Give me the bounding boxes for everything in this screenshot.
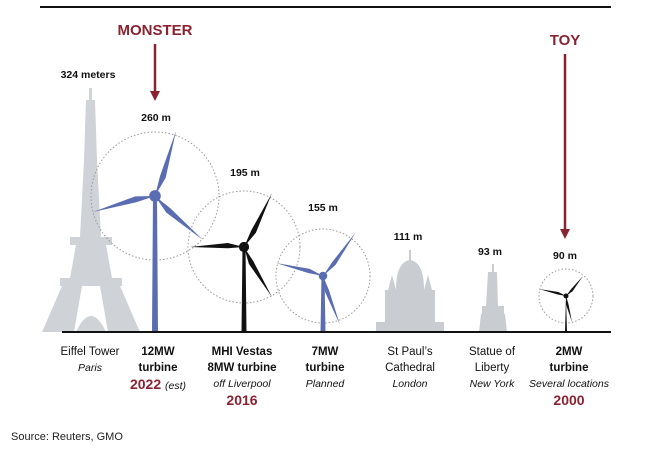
name: 2MW [555, 346, 583, 358]
st-pauls-cathedral-icon [376, 250, 444, 332]
blade [565, 296, 572, 322]
turbine-7mw-icon [275, 228, 371, 332]
blade [190, 243, 244, 249]
location: Several locations [529, 378, 609, 390]
label-12mw: 12MW turbine 2022 (est) [130, 344, 186, 394]
monster-arrow [150, 44, 160, 101]
turbine-2mw-icon [538, 268, 594, 332]
label-7mw: 7MW turbine Planned [306, 344, 345, 392]
blade [244, 193, 272, 247]
hub [238, 241, 250, 253]
name: MHI Vestas [211, 346, 273, 358]
blade [93, 196, 155, 212]
label-eiffel: Eiffel Tower Paris [60, 344, 119, 376]
location: Paris [78, 362, 102, 374]
turbine-8mw-icon [187, 190, 301, 332]
blade [566, 276, 583, 296]
name: Statue of [468, 346, 516, 358]
name: Liberty [474, 362, 510, 374]
hub [318, 271, 328, 281]
blade [539, 289, 566, 296]
tower [320, 276, 326, 332]
name: 7MW [311, 346, 339, 358]
toy-arrow [560, 54, 570, 239]
label-stpaul: St Paul’s Cathedral London [385, 344, 435, 392]
t8-height: 195 m [230, 167, 260, 179]
status: Planned [305, 378, 345, 390]
name: 12MW [141, 346, 175, 358]
toy-callout: TOY [549, 32, 581, 49]
label-liberty: Statue of Liberty New York [469, 344, 515, 392]
turbine-12mw-icon [90, 131, 220, 332]
blade [323, 232, 356, 276]
liberty-height: 93 m [478, 246, 502, 258]
eiffel-tower-icon [42, 88, 140, 332]
stpaul-height: 111 m [393, 231, 423, 243]
statue-of-liberty-icon [479, 264, 507, 332]
hub [563, 293, 569, 299]
eiffel-height: 324 meters [60, 69, 116, 81]
t7-height: 155 m [308, 202, 338, 214]
year-value: 2022 [129, 376, 162, 392]
name: turbine [549, 362, 589, 374]
tower [241, 247, 247, 332]
name: 8MW turbine [207, 362, 277, 374]
blade [244, 247, 272, 297]
blade [276, 263, 323, 276]
name: St Paul’s [387, 346, 433, 358]
blade [323, 276, 340, 325]
location: New York [469, 378, 515, 390]
label-8mw: MHI Vestas 8MW turbine off Liverpool 201… [208, 344, 277, 408]
name: Eiffel Tower [60, 346, 120, 358]
tower [152, 196, 158, 332]
year: 2000 [553, 392, 585, 408]
name: turbine [305, 362, 345, 374]
year: 2016 [226, 392, 258, 408]
t12-height: 260 m [141, 112, 171, 124]
tower [565, 296, 567, 332]
source-note: Source: Reuters, GMO [11, 431, 123, 443]
t2-height: 90 m [553, 250, 577, 262]
blade [155, 131, 176, 196]
year: 2022 (est) [130, 376, 186, 394]
location: off Liverpool [213, 378, 271, 390]
label-2mw: 2MW turbine Several locations 2000 [529, 344, 609, 408]
monster-callout: MONSTER [117, 22, 193, 39]
rotor-sweep-circle [90, 131, 220, 261]
hub [149, 190, 161, 202]
blade [155, 196, 203, 240]
year-note: (est) [165, 380, 187, 392]
location: London [392, 378, 428, 390]
name: Cathedral [385, 362, 435, 374]
name: turbine [138, 362, 178, 374]
